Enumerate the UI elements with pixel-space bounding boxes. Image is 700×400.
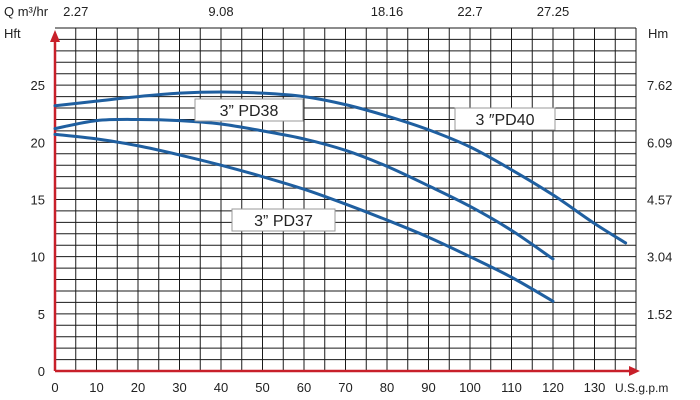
series-line [53, 117, 555, 261]
y-tick-label: 0 [38, 364, 45, 379]
axes [50, 30, 640, 376]
x-tick-label: 40 [214, 380, 228, 395]
series-label: 3” PD37 [254, 213, 313, 230]
y-tick-label: 10 [31, 250, 45, 265]
top-axis-label: Q m³/hr [4, 4, 49, 19]
x-axis-arrow [629, 366, 640, 376]
top-tick-label: 9.08 [208, 4, 233, 19]
x-tick-label: 50 [255, 380, 269, 395]
top-tick-labels: 2.27 9.08 18.16 22.7 27.25 [63, 4, 569, 19]
top-tick-label: 22.7 [457, 4, 482, 19]
x-tick-label: 10 [89, 380, 103, 395]
y-tick-label: 15 [31, 193, 45, 208]
top-tick-label: 2.27 [63, 4, 88, 19]
series-labels: 3” PD38 3 ″PD40 3” PD37 [194, 98, 556, 232]
right-tick-labels: 1.52 3.04 4.57 6.09 7.62 [647, 78, 672, 322]
series-label: 3 ″PD40 [475, 112, 534, 129]
left-axis-label: Hft [4, 26, 21, 41]
x-tick-label: 80 [380, 380, 394, 395]
y-axis-arrow [50, 30, 60, 42]
series-label-box [454, 107, 556, 131]
right-tick-label: 1.52 [647, 307, 672, 322]
x-tick-label: 70 [338, 380, 352, 395]
right-tick-label: 7.62 [647, 78, 672, 93]
x-tick-label: 30 [172, 380, 186, 395]
x-tick-label: 120 [542, 380, 564, 395]
series-line [53, 132, 555, 303]
right-tick-label: 4.57 [647, 193, 672, 208]
bottom-tick-labels: 0 10 20 30 40 50 60 70 80 90 100 110 120 130 [51, 380, 605, 395]
series-label-box [194, 98, 304, 122]
grid [55, 27, 637, 371]
bottom-axis-label: U.S.g.p.m [615, 381, 668, 395]
right-tick-label: 6.09 [647, 135, 672, 150]
y-tick-label: 5 [38, 307, 45, 322]
x-tick-label: 20 [131, 380, 145, 395]
top-tick-label: 27.25 [537, 4, 570, 19]
top-tick-label: 18.16 [371, 4, 404, 19]
series-lines [53, 90, 628, 303]
series-label: 3” PD38 [220, 103, 279, 120]
series-line [53, 90, 628, 245]
x-tick-label: 90 [421, 380, 435, 395]
right-axis-label: Hm [648, 26, 668, 41]
x-tick-label: 100 [459, 380, 481, 395]
left-tick-labels: 0 5 10 15 20 25 [31, 78, 45, 379]
y-tick-label: 20 [31, 135, 45, 150]
series-label-box [231, 208, 336, 232]
right-tick-label: 3.04 [647, 250, 672, 265]
x-tick-label: 60 [297, 380, 311, 395]
y-tick-label: 25 [31, 78, 45, 93]
x-tick-label: 130 [584, 380, 606, 395]
x-tick-label: 110 [501, 380, 522, 395]
x-tick-label: 0 [51, 380, 58, 395]
